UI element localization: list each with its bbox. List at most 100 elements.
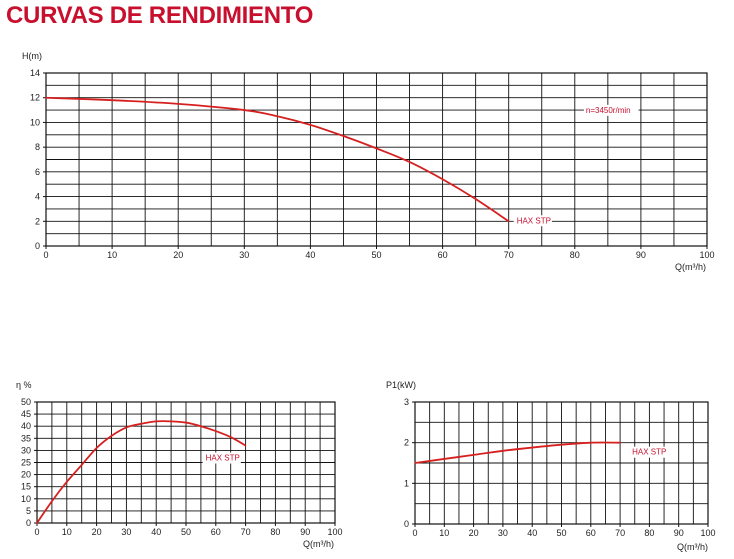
data-point (36, 522, 38, 524)
annotation-background (513, 215, 552, 227)
x-tick-label: 10 (439, 528, 449, 538)
y-tick-label: 25 (21, 458, 31, 468)
x-tick-label: 50 (556, 528, 566, 538)
data-point (531, 446, 533, 449)
y-tick-label: 15 (21, 482, 31, 492)
x-axis-label: Q(m³/h) (675, 262, 706, 272)
x-tick-label: 20 (92, 527, 102, 537)
head-grid (46, 73, 707, 246)
power-series-line (414, 441, 621, 464)
x-tick-label: 0 (34, 527, 39, 537)
x-tick-label: 100 (699, 250, 714, 260)
data-point (170, 420, 172, 422)
data-point (96, 447, 98, 449)
data-point (81, 464, 83, 466)
y-tick-label: 1 (404, 478, 409, 488)
x-tick-label: 10 (62, 527, 72, 537)
annotation-background (583, 104, 639, 116)
efficiency-curve-chart: 0 10 20 30 40 50 60 70 80 90 100 0 5 10 15 20 25 30 35 40 45… (16, 380, 343, 549)
x-tick-label: 60 (211, 527, 221, 537)
x-tick-label: 40 (527, 528, 537, 538)
x-tick-label: 80 (644, 528, 654, 538)
y-tick-label: 45 (21, 409, 31, 419)
data-point (590, 442, 592, 444)
x-tick-label: 30 (498, 528, 508, 538)
data-point (414, 462, 416, 464)
y-tick-label: 0 (35, 241, 40, 251)
data-point (245, 444, 247, 447)
head-points (45, 97, 510, 222)
annotation-text: n=3450r/min (586, 106, 631, 115)
data-point (342, 135, 345, 137)
x-tick-label: 50 (371, 250, 381, 260)
annotation-text: HAX STP (517, 216, 551, 225)
y-tick-label: 2 (35, 216, 40, 226)
x-tick-label: 70 (241, 527, 251, 537)
data-point (51, 500, 53, 502)
y-tick-label: 35 (21, 433, 31, 443)
x-tick-label: 30 (121, 527, 131, 537)
data-point (200, 425, 202, 427)
x-tick-label: 10 (107, 250, 117, 260)
x-tick-label: 20 (173, 250, 183, 260)
annotation-label: HAX STP (513, 215, 552, 227)
x-tick-label: 80 (570, 250, 580, 260)
x-tick-label: 30 (239, 250, 249, 260)
data-point (111, 99, 113, 101)
head-axes: 0 10 20 30 40 50 60 70 80 90 100 0 2 4 6 8 10 12 14 (30, 68, 715, 260)
annotation-background (629, 446, 668, 458)
data-point (66, 481, 68, 483)
y-axis-label: η % (16, 380, 32, 390)
data-point (276, 115, 278, 117)
efficiency-grid (37, 402, 335, 523)
y-tick-label: 30 (21, 445, 31, 455)
data-point (45, 97, 47, 99)
annotation-label: HAX STP (629, 446, 668, 458)
data-point (473, 454, 475, 456)
data-point (177, 103, 179, 105)
x-tick-label: 90 (674, 528, 684, 538)
power-curve-chart: 0 10 20 30 40 50 60 70 80 90 100 0 1 2 3 P1(kW) Q(m³/h) H… (386, 380, 716, 552)
x-tick-label: 60 (586, 528, 596, 538)
x-tick-label: 90 (300, 527, 310, 537)
y-axis-label: H(m) (22, 51, 42, 61)
data-point (243, 109, 245, 111)
x-tick-label: 50 (181, 527, 191, 537)
power-points (414, 442, 621, 464)
y-tick-label: 5 (26, 506, 31, 516)
x-tick-label: 0 (43, 250, 48, 260)
y-tick-label: 2 (404, 438, 409, 448)
data-point (502, 450, 504, 452)
annotation-background (202, 452, 241, 464)
y-tick-label: 0 (404, 519, 409, 529)
data-point (442, 178, 444, 180)
head-series-line (45, 96, 510, 223)
x-tick-label: 40 (151, 527, 161, 537)
y-tick-label: 10 (21, 494, 31, 504)
x-tick-label: 100 (327, 527, 342, 537)
y-tick-label: 4 (35, 192, 40, 202)
x-tick-label: 20 (469, 528, 479, 538)
y-tick-label: 50 (21, 397, 31, 407)
data-point (508, 220, 510, 222)
y-tick-label: 40 (21, 421, 31, 431)
annotation-label: n=3450r/min (583, 104, 639, 116)
page-title: CURVAS DE RENDIMIENTO (6, 2, 314, 29)
head-curve-chart: 0 10 20 30 40 50 60 70 80 90 100 0 2 4 6 8 10 12 14 H(m) Q(m… (22, 51, 715, 272)
x-tick-label: 70 (504, 250, 514, 260)
y-axis-label: P1(kW) (386, 380, 416, 390)
data-point (408, 161, 411, 163)
data-point (215, 430, 217, 432)
x-tick-label: 40 (305, 250, 315, 260)
data-point (560, 444, 563, 446)
y-tick-label: 6 (35, 167, 40, 177)
efficiency-axes: 0 10 20 30 40 50 60 70 80 90 100 0 5 10 15 20 25 30 35 40 45… (21, 397, 343, 537)
data-point (110, 435, 113, 437)
y-tick-label: 0 (26, 518, 31, 528)
x-axis-label: Q(m³/h) (677, 542, 708, 552)
data-point (125, 426, 127, 429)
y-tick-label: 10 (30, 117, 40, 127)
annotation-text: HAX STP (206, 454, 240, 463)
y-tick-label: 14 (30, 68, 40, 78)
data-point (230, 436, 232, 438)
